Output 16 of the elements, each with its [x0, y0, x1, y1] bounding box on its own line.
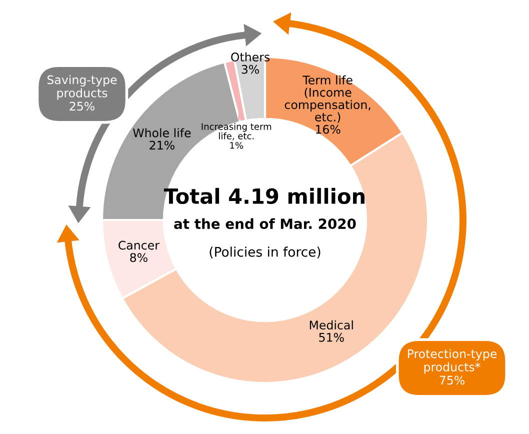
legend-label: Increasing term life, etc.	[202, 122, 272, 140]
slice-label: Medical	[310, 320, 353, 330]
data-label: 51%	[319, 332, 344, 342]
data-label: 3%	[242, 64, 259, 74]
text: Saving-type products 25%	[47, 75, 117, 111]
text: (Policies in force)	[210, 246, 320, 258]
data-label: 8%	[130, 253, 148, 262]
data-label: 16%	[316, 124, 340, 134]
data-label: 21%	[150, 140, 174, 150]
slice-label: Others	[231, 52, 270, 62]
text: Protection-type products* 75%	[408, 349, 497, 385]
slice-label: Cancer	[118, 240, 160, 250]
data-label: 1%	[230, 142, 244, 149]
text: at the end of Mar. 2020	[174, 218, 356, 230]
text: Total 4.19 million	[164, 188, 364, 204]
slice-label: Whole life	[133, 128, 191, 138]
